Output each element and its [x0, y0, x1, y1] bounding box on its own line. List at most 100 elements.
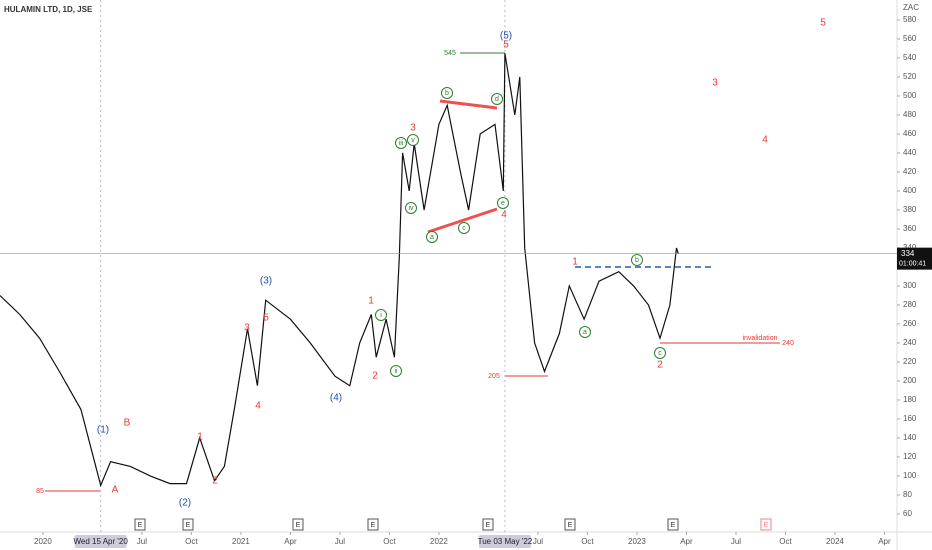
wave-label: 1 [197, 432, 203, 443]
level-label: invalidation [742, 335, 777, 342]
wave-label: (5) [500, 31, 512, 42]
event-label: E [296, 522, 301, 529]
y-tick-label: 260 [903, 319, 917, 328]
level-label: 545 [444, 50, 456, 57]
wave-circle [405, 202, 417, 214]
currency: ZAC [903, 3, 919, 12]
wave-label: 4 [762, 135, 768, 146]
crosshair-box [74, 535, 127, 548]
x-tick-label: Oct [185, 537, 198, 546]
y-tick-label: 160 [903, 414, 917, 423]
x-tick-label: Oct [383, 537, 396, 546]
wave-circle [407, 134, 419, 146]
wave-label: (3) [260, 276, 272, 287]
wave-label: (2) [179, 498, 191, 509]
last-price-box [897, 247, 932, 270]
level-label: 85 [36, 488, 44, 495]
wave-label: 1 [368, 296, 374, 307]
trend-line [427, 207, 498, 234]
event-label: E [486, 522, 491, 529]
crosshair-label: Tue 03 May '22 [478, 537, 533, 546]
wave-label-circled: b [635, 257, 639, 264]
wave-label: 3 [244, 323, 250, 334]
wave-circle [491, 93, 503, 105]
wave-label: 2 [657, 360, 663, 371]
crosshair-box [478, 535, 531, 548]
x-tick-label: Jul [533, 537, 543, 546]
x-tick-label: Oct [581, 537, 594, 546]
y-tick-label: 440 [903, 148, 917, 157]
y-tick-label: 380 [903, 205, 917, 214]
wave-label-circled: b [445, 90, 449, 97]
wave-label: 5 [263, 313, 269, 324]
event-label: E [671, 522, 676, 529]
y-tick-label: 360 [903, 224, 917, 233]
wave-circle [395, 137, 407, 149]
countdown: 01:00:41 [899, 260, 926, 267]
event-label: E [371, 522, 376, 529]
wave-label-circled: v [411, 137, 415, 144]
x-tick-label: Apr [878, 537, 891, 546]
x-tick-label: Apr [680, 537, 693, 546]
x-tick-label: Oct [779, 537, 792, 546]
y-tick-label: 120 [903, 452, 917, 461]
wave-label: 2 [212, 476, 218, 487]
y-tick-label: 280 [903, 300, 917, 309]
event-marker [564, 518, 576, 531]
event-marker [367, 518, 379, 531]
wave-label-circled: i [380, 312, 382, 319]
y-tick-label: 240 [903, 338, 917, 347]
y-tick-label: 220 [903, 357, 917, 366]
x-tick-label: 2023 [628, 537, 646, 546]
y-tick-label: 200 [903, 376, 917, 385]
y-tick-label: 80 [903, 490, 912, 499]
wave-circle [390, 365, 402, 377]
y-tick-label: 140 [903, 433, 917, 442]
wave-label-circled: a [583, 329, 587, 336]
wave-label: B [124, 418, 131, 429]
wave-label: 5 [820, 18, 826, 29]
wave-circle [497, 197, 509, 209]
y-tick-label: 500 [903, 91, 917, 100]
last-price: 334 [901, 249, 915, 258]
level-label: 205 [488, 373, 500, 380]
x-tick-label: 2020 [34, 537, 52, 546]
y-tick-label: 60 [903, 509, 912, 518]
wave-label: 3 [410, 123, 416, 134]
wave-circle [631, 254, 643, 266]
x-tick-label: 2024 [826, 537, 844, 546]
y-tick-label: 520 [903, 72, 917, 81]
y-tick-label: 420 [903, 167, 917, 176]
wave-label-circled: d [495, 96, 499, 103]
wave-circle [375, 309, 387, 321]
wave-label: (4) [330, 393, 342, 404]
wave-circle [426, 231, 438, 243]
wave-circle [579, 326, 591, 338]
wave-label: 3 [712, 78, 718, 89]
y-tick-label: 300 [903, 281, 917, 290]
x-tick-label: Jul [137, 537, 147, 546]
wave-label-circled: ii [394, 368, 398, 375]
wave-circle [441, 87, 453, 99]
y-tick-label: 460 [903, 129, 917, 138]
y-tick-label: 540 [903, 53, 917, 62]
event-marker [182, 518, 194, 531]
wave-circle [458, 222, 470, 234]
event-marker [760, 518, 772, 531]
x-tick-label: Jul [731, 537, 741, 546]
wave-label-circled: e [501, 200, 505, 207]
y-tick-label: 400 [903, 186, 917, 195]
wave-label: 2 [372, 371, 378, 382]
wave-label-circled: a [430, 234, 434, 241]
y-tick-label: 340 [903, 243, 917, 252]
x-tick-label: 2022 [430, 537, 448, 546]
wave-label: 1 [572, 257, 578, 268]
wave-circle [654, 347, 666, 359]
wave-label-circled: c [658, 350, 662, 357]
wave-label-circled: c [462, 225, 466, 232]
wave-label: (1) [97, 425, 109, 436]
y-tick-label: 580 [903, 15, 917, 24]
y-tick-label: 180 [903, 395, 917, 404]
wave-label: A [112, 485, 119, 496]
